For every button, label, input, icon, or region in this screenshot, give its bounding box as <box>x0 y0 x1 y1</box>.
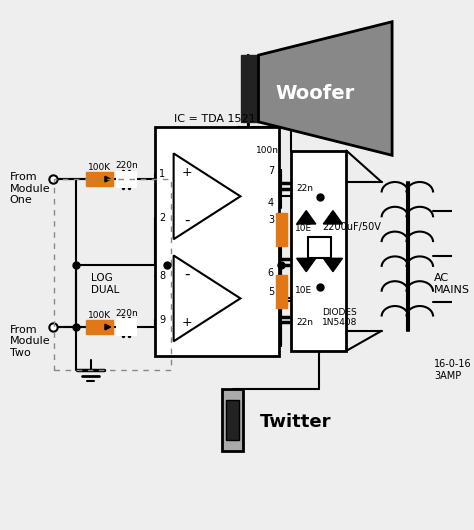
Text: From
Module
Two: From Module Two <box>9 325 50 358</box>
Text: IC = TDA 1521: IC = TDA 1521 <box>173 114 255 124</box>
Text: 100n: 100n <box>255 146 279 155</box>
Text: 2: 2 <box>159 213 165 223</box>
Polygon shape <box>105 324 110 330</box>
Text: 1: 1 <box>159 170 165 179</box>
Text: Woofer: Woofer <box>275 84 355 103</box>
Bar <box>117 319 137 335</box>
Bar <box>86 320 112 334</box>
Bar <box>241 55 258 122</box>
Bar <box>222 389 243 451</box>
Text: 3: 3 <box>268 215 274 225</box>
Text: 16-0-16
3AMP: 16-0-16 3AMP <box>434 359 472 381</box>
Text: 2200uF/50V: 2200uF/50V <box>322 222 381 232</box>
Bar <box>291 151 346 351</box>
Bar <box>117 171 137 188</box>
Text: 22n: 22n <box>297 184 314 193</box>
Bar <box>276 213 287 246</box>
Text: From
Module
One: From Module One <box>9 172 50 205</box>
Polygon shape <box>297 258 316 272</box>
Text: -: - <box>184 267 190 282</box>
Bar <box>155 127 279 356</box>
Bar <box>226 401 239 439</box>
Bar <box>276 275 287 308</box>
Text: 5: 5 <box>268 287 274 297</box>
Text: +: + <box>182 316 192 329</box>
Text: 4: 4 <box>268 198 274 208</box>
Text: 9: 9 <box>159 315 165 325</box>
Text: 7: 7 <box>268 165 274 175</box>
Polygon shape <box>323 210 343 224</box>
Text: 10E: 10E <box>295 224 312 233</box>
Bar <box>308 237 331 258</box>
Text: -: - <box>184 213 190 228</box>
Polygon shape <box>173 153 240 239</box>
Text: 22n: 22n <box>297 318 314 326</box>
Bar <box>86 172 112 186</box>
Text: LOG
DUAL: LOG DUAL <box>91 273 119 295</box>
Text: 100K: 100K <box>88 311 111 320</box>
Text: 220n: 220n <box>116 161 138 170</box>
Text: 10E: 10E <box>295 286 312 295</box>
Text: DIODES
1N5408: DIODES 1N5408 <box>322 308 358 327</box>
Text: 100K: 100K <box>88 163 111 172</box>
Polygon shape <box>258 22 392 155</box>
Text: 8: 8 <box>159 271 165 281</box>
Text: Twitter: Twitter <box>260 413 331 431</box>
Polygon shape <box>105 176 110 182</box>
Text: AC
MAINS: AC MAINS <box>434 273 470 295</box>
Polygon shape <box>173 255 240 341</box>
Polygon shape <box>297 210 316 224</box>
Text: 6: 6 <box>268 268 274 278</box>
Text: 220n: 220n <box>116 309 138 318</box>
Text: +: + <box>182 166 192 179</box>
Polygon shape <box>323 258 343 272</box>
